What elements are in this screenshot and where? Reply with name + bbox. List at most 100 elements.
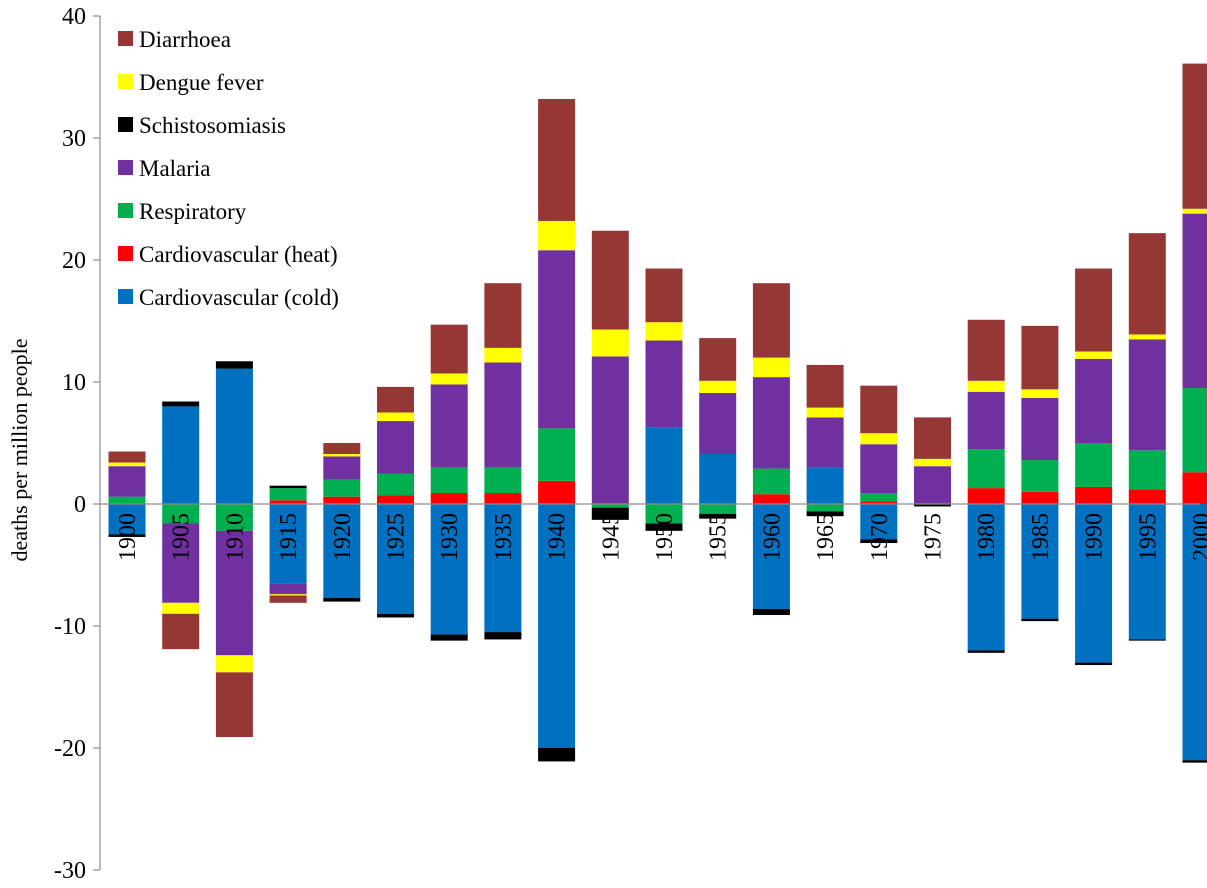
x-category-label: 1925 [384, 513, 410, 561]
bar-respiratory-1980 [967, 449, 1005, 489]
bar-respiratory-1995 [1128, 450, 1166, 490]
bar-cardiovascular-heat-1920 [323, 496, 361, 504]
bar-malaria-1900 [108, 466, 146, 497]
bar-schistosomiasis-1930 [430, 634, 468, 641]
bar-respiratory-1965 [806, 504, 844, 512]
legend-swatch [118, 117, 133, 132]
y-tick-label: -10 [54, 614, 86, 640]
bar-respiratory-1935 [484, 467, 522, 494]
bar-schistosomiasis-1970 [860, 539, 898, 544]
bar-cardiovascular-cold-2000 [1182, 504, 1207, 761]
legend-swatch [118, 74, 133, 89]
bar-cardiovascular-cold-1915 [269, 504, 307, 584]
bar-cardiovascular-cold-1980 [967, 504, 1005, 651]
bar-schistosomiasis-1920 [323, 597, 361, 602]
bar-respiratory-1955 [699, 504, 737, 514]
bar-diarrhoea-1900 [108, 451, 146, 463]
bar-diarrhoea-1910 [215, 672, 253, 738]
bar-schistosomiasis-2000 [1182, 760, 1207, 763]
bar-cardiovascular-cold-1905 [162, 406, 200, 504]
bar-dengue-fever-1960 [752, 357, 790, 378]
bar-dengue-fever-1910 [215, 655, 253, 673]
bar-dengue-fever-1915 [269, 594, 307, 596]
bar-cardiovascular-heat-1915 [269, 500, 307, 504]
bar-dengue-fever-1980 [967, 380, 1005, 392]
bar-diarrhoea-1935 [484, 283, 522, 348]
bar-malaria-1945 [591, 356, 629, 504]
x-category-label: 1920 [330, 513, 356, 561]
x-category-label: 1940 [545, 513, 571, 561]
bar-diarrhoea-1945 [591, 230, 629, 330]
bar-respiratory-1990 [1075, 443, 1113, 487]
bar-diarrhoea-1980 [967, 319, 1005, 381]
bar-dengue-fever-1955 [699, 380, 737, 393]
x-category-label: 1990 [1082, 513, 1108, 561]
bar-cardiovascular-heat-1980 [967, 488, 1005, 504]
bar-diarrhoea-1970 [860, 385, 898, 434]
bar-dengue-fever-1925 [377, 412, 414, 422]
bar-diarrhoea-1995 [1128, 233, 1166, 335]
legend-label: Cardiovascular (cold) [139, 285, 339, 310]
bar-respiratory-1900 [108, 496, 146, 504]
legend-label: Dengue fever [139, 70, 264, 95]
bar-malaria-1940 [538, 250, 576, 429]
bar-schistosomiasis-1990 [1075, 662, 1113, 666]
y-tick-label: 0 [74, 492, 86, 518]
bar-cardiovascular-cold-1955 [699, 453, 737, 504]
bar-malaria-1980 [967, 391, 1005, 450]
bar-cardiovascular-cold-1960 [752, 504, 790, 609]
bar-malaria-1960 [752, 377, 790, 469]
bar-respiratory-1910 [215, 504, 253, 531]
bar-schistosomiasis-1900 [108, 534, 146, 537]
x-category-label: 1915 [276, 513, 302, 561]
bar-cardiovascular-cold-1925 [377, 504, 414, 614]
category-labels: 1900 1905 1910 1915 1920 1925 1930 1935 1940 1945… [115, 513, 1207, 561]
bar-dengue-fever-1930 [430, 373, 468, 385]
bar-malaria-1925 [377, 421, 414, 474]
bar-malaria-1930 [430, 384, 468, 468]
bar-schistosomiasis-1915 [269, 485, 307, 489]
bar-cardiovascular-heat-1960 [752, 494, 790, 504]
bar-schistosomiasis-1960 [752, 608, 790, 616]
bar-schistosomiasis-1975 [914, 504, 951, 507]
bar-cardiovascular-cold-1900 [108, 504, 146, 535]
bar-dengue-fever-2000 [1182, 208, 1207, 214]
x-category-label: 1970 [867, 513, 893, 561]
x-category-label: 1935 [491, 513, 517, 561]
bar-malaria-1995 [1128, 339, 1166, 451]
x-category-label: 1995 [1135, 513, 1161, 561]
bar-malaria-1965 [806, 417, 844, 468]
bar-schistosomiasis-1995 [1128, 639, 1166, 641]
bar-diarrhoea-1920 [323, 443, 361, 454]
bar-malaria-1905 [162, 523, 200, 603]
bar-dengue-fever-1965 [806, 407, 844, 418]
bar-malaria-1935 [484, 362, 522, 468]
bar-cardiovascular-cold-1985 [1021, 504, 1059, 619]
legend-swatch [118, 203, 133, 218]
bar-dengue-fever-1935 [484, 347, 522, 363]
bar-schistosomiasis-1980 [967, 650, 1005, 653]
bar-diarrhoea-1950 [645, 268, 683, 323]
bar-cardiovascular-cold-1940 [538, 504, 576, 748]
bar-diarrhoea-1965 [806, 364, 844, 408]
bar-malaria-2000 [1182, 213, 1207, 389]
bar-cardiovascular-heat-1970 [860, 501, 898, 504]
x-category-label: 1900 [115, 513, 141, 561]
legend: Diarrhoea Dengue fever Schistosomiasis Mala… [118, 27, 339, 310]
bar-respiratory-1960 [752, 468, 790, 495]
bar-schistosomiasis-1985 [1021, 618, 1059, 622]
bar-diarrhoea-1985 [1021, 325, 1059, 390]
bar-dengue-fever-1900 [108, 462, 146, 467]
bar-diarrhoea-1955 [699, 338, 737, 381]
bar-malaria-1970 [860, 444, 898, 494]
bar-dengue-fever-1905 [162, 602, 200, 614]
bar-diarrhoea-1990 [1075, 268, 1113, 352]
bar-schistosomiasis-1940 [538, 748, 576, 762]
x-category-label: 1955 [706, 513, 732, 561]
axes-layer: -30 -20 -10 0 10 20 30 40 [54, 4, 1200, 884]
bar-diarrhoea-1975 [914, 417, 951, 459]
bar-schistosomiasis-1905 [162, 401, 200, 407]
bar-respiratory-1925 [377, 473, 414, 496]
bar-dengue-fever-1995 [1128, 334, 1166, 340]
